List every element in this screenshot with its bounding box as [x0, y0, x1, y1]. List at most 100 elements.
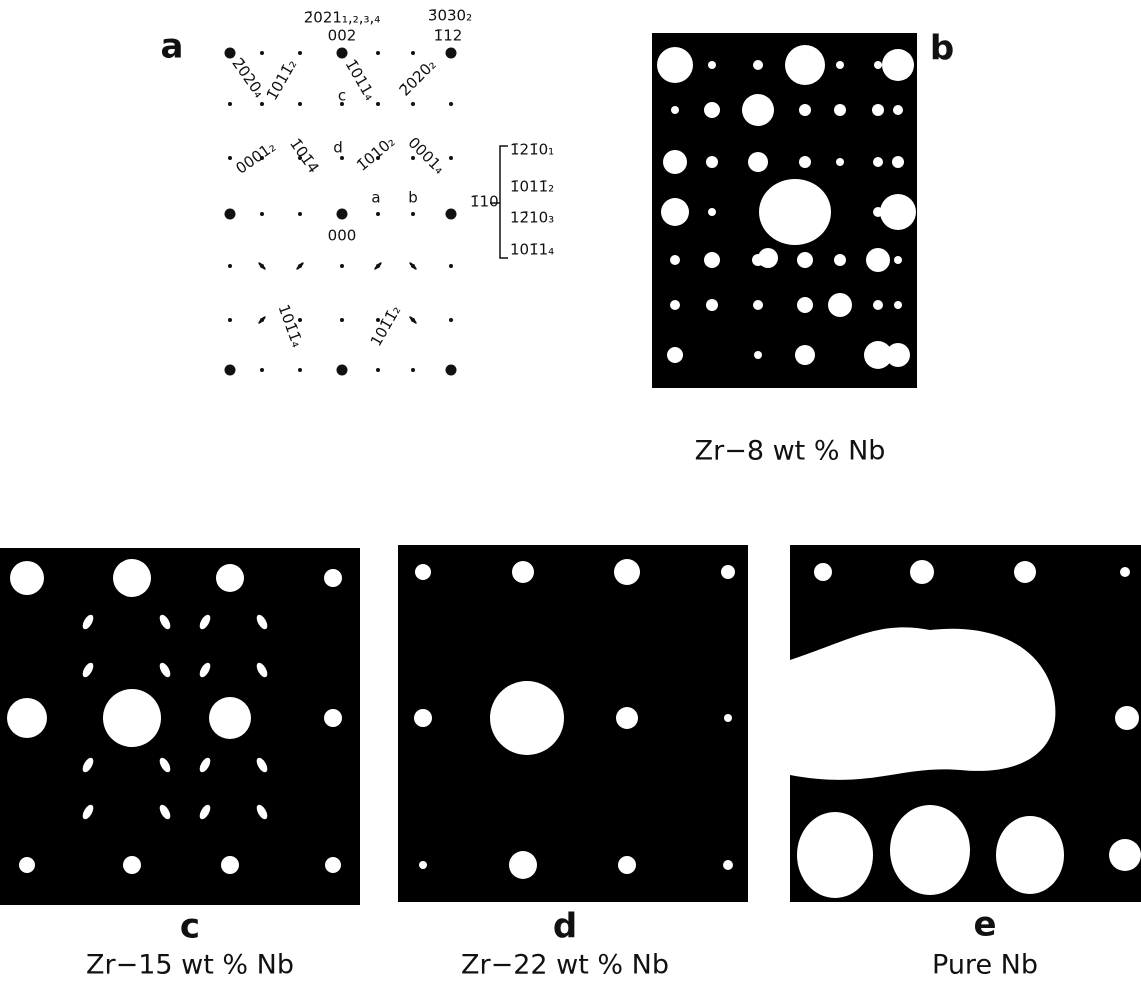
diffraction-spot: [260, 102, 264, 106]
diffraction-spot: [446, 209, 457, 220]
diffraction-spot: [880, 194, 916, 230]
caption: Pure Nb: [932, 950, 1038, 981]
figure: a 2̄021₁,₂,₃,₄ 002 3̄030₂ 1̄12 2̄020₄ 1̄…: [0, 0, 1141, 986]
diffraction-spot: [614, 559, 640, 585]
diffraction-spot: [340, 156, 344, 160]
diffraction-spot: [872, 104, 884, 116]
diffraction-spot: [113, 559, 151, 597]
diffraction-spot: [298, 102, 302, 106]
pattern-c: [0, 548, 360, 905]
diffraction-spot: [221, 856, 239, 874]
diffraction-spot: [721, 565, 735, 579]
diffraction-spot: [873, 157, 883, 167]
diffraction-spot: [446, 365, 457, 376]
diffraction-spot: [797, 252, 813, 268]
index-label: 2̄020₂: [396, 56, 440, 100]
diffraction-spot: [910, 560, 934, 584]
diffraction-spot: [893, 105, 903, 115]
diffraction-spot: [828, 293, 852, 317]
diffraction-spot: [340, 264, 344, 268]
diffraction-spot: [325, 857, 341, 873]
diffraction-spot: [618, 856, 636, 874]
index-label: 101̄1̄₂: [367, 302, 405, 349]
index-label: 1̄010₂: [353, 133, 398, 175]
index-label: 12̄10₃: [510, 209, 554, 227]
index-label: 1̄21̄0₁: [510, 141, 554, 159]
panel-label: b: [930, 29, 954, 69]
diffraction-spot: [7, 698, 47, 738]
diffraction-spot: [449, 318, 453, 322]
diffraction-spot: [799, 156, 811, 168]
diffraction-spot: [340, 318, 344, 322]
diffraction-spot: [706, 299, 718, 311]
diffraction-spot: [324, 569, 342, 587]
index-label: 0001₂: [232, 138, 279, 178]
diffraction-spot: [834, 254, 846, 266]
diffraction-spot: [509, 851, 537, 879]
diffraction-spot: [373, 261, 382, 270]
index-label: 101̄1₄: [510, 241, 554, 259]
pattern-d: [398, 545, 748, 902]
diffraction-spot: [340, 102, 344, 106]
diffraction-spot: [892, 156, 904, 168]
diffraction-spot: [260, 156, 264, 160]
index-label: 1̄12: [434, 27, 463, 45]
diffraction-spot: [298, 51, 302, 55]
panel-label: e: [973, 905, 996, 945]
diffraction-spot: [758, 248, 778, 268]
diffraction-spot: [996, 816, 1064, 894]
diffraction-spot: [704, 252, 720, 268]
diffraction-spot: [408, 261, 417, 270]
diffraction-spot: [449, 264, 453, 268]
index-label: 101̄1̄₄: [274, 302, 306, 350]
caption: Zr−8 wt % Nb: [695, 436, 886, 467]
diffraction-spot: [411, 368, 415, 372]
diffraction-spot: [670, 300, 680, 310]
diffraction-spot: [376, 156, 380, 160]
panel-label: a: [161, 27, 184, 67]
diffraction-spot: [260, 212, 264, 216]
diffraction-spot: [759, 179, 831, 245]
diffraction-spot: [886, 343, 910, 367]
panel-a-schematic: a 2̄021₁,₂,₃,₄ 002 3̄030₂ 1̄12 2̄020₄ 1̄…: [161, 7, 555, 376]
diffraction-spot: [10, 561, 44, 595]
diffraction-spot: [799, 104, 811, 116]
diffraction-spot: [449, 156, 453, 160]
index-label: 1̄01̄4: [286, 135, 323, 177]
diffraction-spot: [411, 51, 415, 55]
panel-label: d: [553, 907, 577, 947]
diffraction-spot: [616, 707, 638, 729]
diffraction-spot: [446, 48, 457, 59]
diffraction-spot: [376, 212, 380, 216]
diffraction-spot: [411, 156, 415, 160]
diffraction-spot: [663, 150, 687, 174]
diffraction-spot: [419, 861, 427, 869]
diffraction-spot: [228, 102, 232, 106]
diffraction-spot: [894, 301, 902, 309]
diffraction-spot: [225, 365, 236, 376]
index-label: b: [408, 189, 418, 207]
index-label: c: [338, 87, 346, 105]
index-label: 3̄030₂: [428, 7, 472, 25]
index-label: 002: [328, 27, 357, 45]
index-label: a: [371, 189, 380, 207]
panel-label: c: [180, 907, 200, 947]
diffraction-spot: [298, 368, 302, 372]
diffraction-spot: [667, 347, 683, 363]
diffraction-spot: [661, 198, 689, 226]
diffraction-spot: [225, 209, 236, 220]
diffraction-spot: [415, 564, 431, 580]
diffraction-spot: [298, 156, 302, 160]
diffraction-spot: [298, 318, 302, 322]
diffraction-spot: [260, 368, 264, 372]
diffraction-spot: [797, 812, 873, 898]
diffraction-spot: [742, 94, 774, 126]
diffraction-spot: [704, 102, 720, 118]
diffraction-spot: [882, 49, 914, 81]
diffraction-spot: [411, 212, 415, 216]
diffraction-spot: [708, 208, 716, 216]
central-beam: [790, 627, 1055, 780]
diffraction-spot: [1115, 706, 1139, 730]
index-label: 1̄011̄₂: [510, 178, 554, 196]
diffraction-spot: [894, 256, 902, 264]
